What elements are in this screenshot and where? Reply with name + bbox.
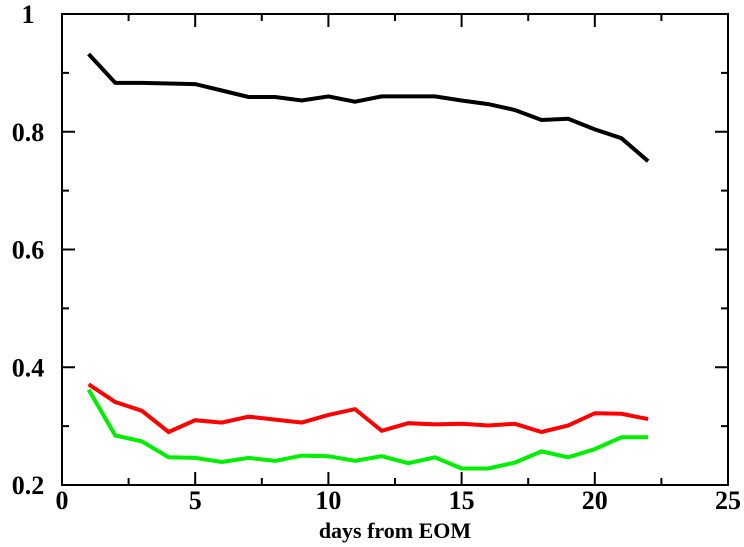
minor-ticks (62, 14, 728, 485)
y-tick-label: 0.2 (12, 471, 45, 500)
y-tick-label: 0.4 (12, 353, 45, 382)
plot-frame (61, 13, 729, 486)
series-line-1 (87, 52, 650, 163)
series-line-3 (86, 388, 649, 471)
x-tick-labels: 0 5 10 15 20 25 (56, 486, 742, 515)
y-tick-label: 0.6 (12, 236, 45, 265)
x-tick-label: 0 (56, 486, 69, 515)
series-line-2 (87, 382, 649, 435)
x-axis-label: days from EOM (319, 518, 472, 543)
y-tick-label: 1 (22, 0, 35, 29)
y-tick-label: 0.8 (12, 118, 45, 147)
x-tick-label: 10 (315, 486, 341, 515)
x-tick-label: 25 (715, 486, 741, 515)
x-tick-label: 5 (189, 486, 202, 515)
x-tick-label: 20 (582, 486, 608, 515)
series-layer (86, 52, 650, 471)
y-tick-labels: 0.2 0.4 0.6 0.8 1 (12, 0, 45, 500)
x-tick-label: 15 (449, 486, 475, 515)
